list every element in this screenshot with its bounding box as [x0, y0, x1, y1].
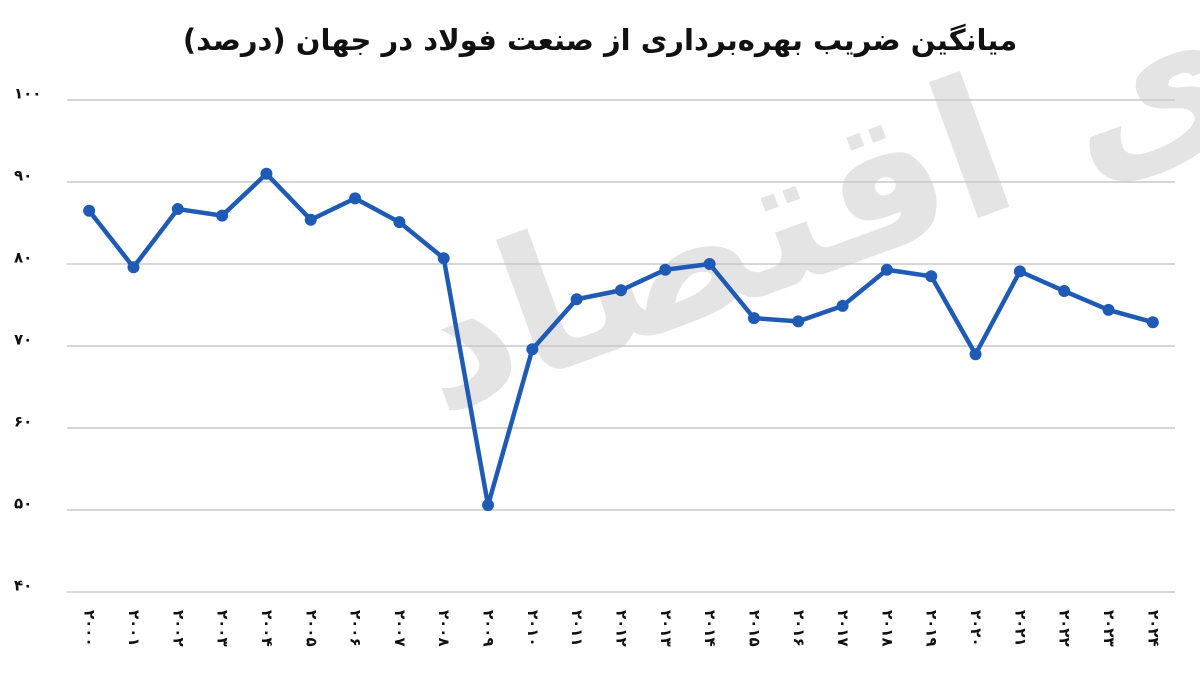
y-tick-label: ۹۰: [14, 167, 32, 185]
y-tick-label: ۸۰: [14, 249, 32, 267]
point: [437, 252, 450, 265]
point: [925, 270, 938, 283]
point: [127, 261, 140, 274]
x-tick-label: ۲۰۰۴: [258, 610, 276, 647]
point: [1146, 316, 1159, 329]
point: [1013, 265, 1026, 278]
x-tick-label: ۲۰۰۸: [435, 610, 453, 647]
x-tick-label: ۲۰۰۲: [169, 610, 187, 647]
point: [83, 204, 96, 217]
y-tick-label: ۴۰: [14, 577, 32, 595]
point: [703, 258, 716, 270]
point: [482, 499, 495, 512]
x-tick-label: ۲۰۱۰: [524, 610, 542, 647]
y-tick-label: ۷۰: [14, 331, 32, 349]
x-tick-label: ۲۰۱۹: [923, 610, 941, 647]
x-tick-label: ۲۰۰۰: [81, 610, 99, 647]
y-tick-label: ۶۰: [14, 413, 32, 431]
x-tick-label: ۲۰۱۷: [834, 610, 852, 647]
point: [260, 167, 273, 180]
point: [659, 263, 672, 276]
y-tick-label: ۵۰: [14, 495, 32, 513]
x-tick-label: ۲۰۰۶: [347, 610, 365, 647]
x-tick-label: ۲۰۲۴: [1144, 610, 1162, 647]
watermark: دنیای اقتصاد: [379, 0, 1200, 457]
x-tick-label: ۲۰۲۱: [1011, 610, 1029, 647]
x-tick-label: ۲۰۰۹: [480, 610, 498, 647]
x-tick-label: ۲۰۰۱: [125, 610, 143, 647]
point: [792, 315, 805, 328]
point: [526, 343, 539, 356]
x-tick-label: ۲۰۱۵: [745, 610, 763, 647]
point: [1102, 303, 1115, 316]
point: [171, 203, 184, 216]
x-tick-label: ۲۰۲۳: [1100, 610, 1118, 647]
x-tick-label: ۲۰۱۱: [568, 610, 586, 647]
point: [969, 348, 982, 361]
point: [216, 209, 229, 222]
x-tick-label: ۲۰۲۰: [967, 610, 985, 647]
point: [1058, 285, 1071, 298]
x-tick-label: ۲۰۱۲: [613, 610, 631, 647]
x-tick-label: ۲۰۱۸: [878, 610, 896, 647]
y-tick-label: ۱۰۰: [14, 85, 41, 103]
chart-title: میانگین ضریب بهره‌برداری از صنعت فولاد د…: [183, 23, 1017, 57]
point: [349, 192, 362, 205]
point: [393, 216, 406, 229]
point: [836, 299, 849, 312]
x-tick-label: ۲۰۱۳: [657, 610, 675, 647]
point: [880, 263, 893, 276]
x-tick-label: ۲۰۰۷: [391, 610, 409, 647]
point: [615, 284, 627, 297]
point: [570, 293, 583, 306]
x-tick-label: ۲۰۰۳: [214, 610, 232, 647]
point: [304, 213, 317, 226]
x-tick-label: ۲۰۲۲: [1056, 610, 1074, 647]
x-tick-label: ۲۰۰۵: [302, 610, 320, 647]
x-tick-label: ۲۰۱۶: [790, 610, 808, 647]
point: [747, 312, 760, 325]
x-tick-label: ۲۰۱۴: [701, 610, 719, 647]
